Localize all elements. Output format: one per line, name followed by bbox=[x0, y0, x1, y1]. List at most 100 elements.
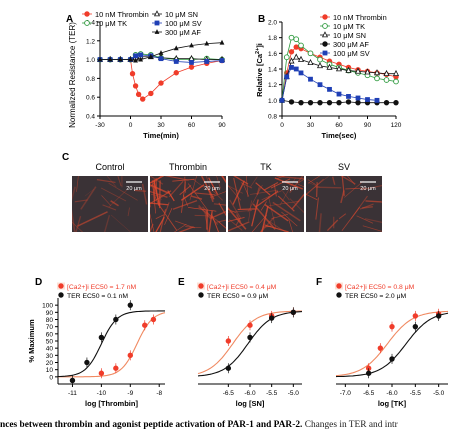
panel-letter-a: A bbox=[66, 14, 73, 25]
x-tick-label: -6.0 bbox=[244, 390, 256, 397]
data-point bbox=[308, 76, 313, 82]
data-point bbox=[383, 99, 390, 106]
data-point bbox=[298, 70, 304, 76]
data-point bbox=[317, 82, 323, 88]
micrograph-label: Thrombin bbox=[169, 162, 207, 172]
stress-fiber bbox=[218, 202, 226, 217]
fit-curve-ter bbox=[57, 310, 165, 378]
panel-a-marks bbox=[96, 39, 226, 102]
data-point bbox=[204, 59, 210, 64]
data-point bbox=[158, 56, 164, 62]
panel-b-chart: B 0 30 60 90 120 0.8 1.0 1.2 1.4 1.6 1.8 2.0 Time(se… bbox=[255, 13, 402, 140]
stress-fiber bbox=[345, 187, 366, 190]
stress-fiber bbox=[315, 182, 318, 198]
panel-letter-f: F bbox=[316, 277, 322, 288]
data-point bbox=[290, 309, 297, 316]
y-tick-label: 0.8 bbox=[268, 114, 277, 121]
legend-label: [Ca2+]i EC50 = 0.4 μM bbox=[207, 284, 277, 291]
legend-label: [Ca2+]i EC50 = 0.8 μM bbox=[345, 284, 415, 291]
stress-fiber bbox=[228, 185, 242, 201]
data-point bbox=[127, 352, 133, 359]
stress-fiber bbox=[108, 189, 128, 208]
data-point bbox=[393, 99, 399, 106]
caption-bold: nces between thrombin and agonist peptid… bbox=[0, 420, 303, 430]
data-point bbox=[389, 323, 395, 330]
stress-fiber bbox=[273, 184, 277, 197]
data-point bbox=[188, 64, 195, 70]
legend-label: [Ca2+]i EC50 = 1.7 nM bbox=[67, 284, 136, 291]
panel-e-chart: E -6.5 -6.0 -5.5 -5.0 log [SN] [Ca2+]i EC50 … bbox=[178, 277, 303, 408]
stress-fiber bbox=[276, 176, 304, 180]
stress-fiber bbox=[180, 181, 186, 213]
stress-fiber bbox=[141, 183, 148, 205]
stress-fiber bbox=[213, 203, 226, 206]
y-tick-label: 80 bbox=[46, 317, 54, 324]
data-point bbox=[107, 56, 113, 62]
x-tick-label: 30 bbox=[307, 122, 315, 129]
series-line-300-m-af bbox=[100, 42, 223, 61]
x-tick-label: -30 bbox=[95, 122, 105, 129]
stress-fiber bbox=[259, 216, 276, 232]
x-tick-label: -10 bbox=[97, 390, 107, 397]
y-tick-label: 90 bbox=[46, 310, 54, 317]
stress-fiber bbox=[72, 209, 76, 232]
data-point bbox=[317, 99, 323, 106]
scale-bar-label: 20 μm bbox=[360, 186, 376, 192]
stress-fiber bbox=[211, 213, 220, 232]
x-axis-label: Time(sec) bbox=[322, 131, 357, 140]
y-tick-label: 0 bbox=[49, 374, 53, 381]
data-point bbox=[316, 62, 324, 69]
stress-fiber bbox=[232, 180, 245, 205]
x-axis-label: Time(min) bbox=[143, 131, 179, 140]
micrograph-label: SV bbox=[338, 162, 350, 172]
data-point bbox=[365, 97, 370, 102]
y-tick-label: 100 bbox=[42, 303, 53, 310]
stress-fiber bbox=[261, 189, 283, 201]
panel-d-marks bbox=[57, 300, 166, 386]
stress-fiber bbox=[150, 176, 165, 184]
data-point bbox=[283, 54, 290, 61]
x-tick-label: 90 bbox=[218, 122, 226, 129]
x-tick-label: -5.5 bbox=[266, 390, 278, 397]
stress-fiber bbox=[297, 179, 304, 184]
stress-fiber bbox=[164, 202, 170, 214]
data-point bbox=[142, 322, 148, 328]
y-tick-label: 60 bbox=[46, 331, 54, 338]
legend-label: 10 μM TK bbox=[333, 22, 365, 31]
data-point bbox=[374, 75, 380, 82]
scale-bar-label: 20 μm bbox=[204, 186, 220, 192]
stress-fiber bbox=[229, 199, 242, 219]
stress-fiber bbox=[326, 219, 339, 232]
stress-fiber bbox=[228, 210, 253, 213]
stress-fiber bbox=[260, 201, 267, 211]
data-point bbox=[288, 57, 295, 64]
data-point bbox=[219, 58, 225, 63]
stress-fiber bbox=[72, 221, 84, 232]
data-point bbox=[288, 99, 295, 105]
data-point bbox=[345, 66, 352, 73]
stress-fiber bbox=[361, 185, 382, 191]
stress-fiber bbox=[201, 176, 215, 200]
legend-marker bbox=[58, 292, 64, 298]
stress-fiber bbox=[235, 217, 241, 226]
panel-b-marks bbox=[278, 34, 400, 106]
data-point bbox=[293, 44, 299, 50]
y-tick-label: 1.2 bbox=[268, 82, 277, 89]
data-point bbox=[225, 365, 232, 371]
stress-fiber bbox=[338, 213, 347, 220]
stress-fiber bbox=[331, 176, 336, 185]
data-point bbox=[158, 50, 164, 55]
panel-f-marks bbox=[335, 308, 449, 379]
stress-fiber bbox=[159, 209, 167, 232]
micrograph-label: Control bbox=[95, 162, 124, 172]
data-point bbox=[412, 313, 419, 319]
micrograph-control: 20 μm bbox=[72, 176, 148, 232]
legend-marker bbox=[198, 283, 204, 289]
legend-swatch-marker bbox=[321, 31, 329, 38]
stress-fiber bbox=[307, 176, 321, 184]
stress-fiber bbox=[150, 223, 154, 232]
panel-c-images: Control 20 μm Thrombin 20 μm TK 20 μm SV 20 μm bbox=[72, 162, 382, 232]
legend-swatch-marker bbox=[322, 50, 328, 56]
